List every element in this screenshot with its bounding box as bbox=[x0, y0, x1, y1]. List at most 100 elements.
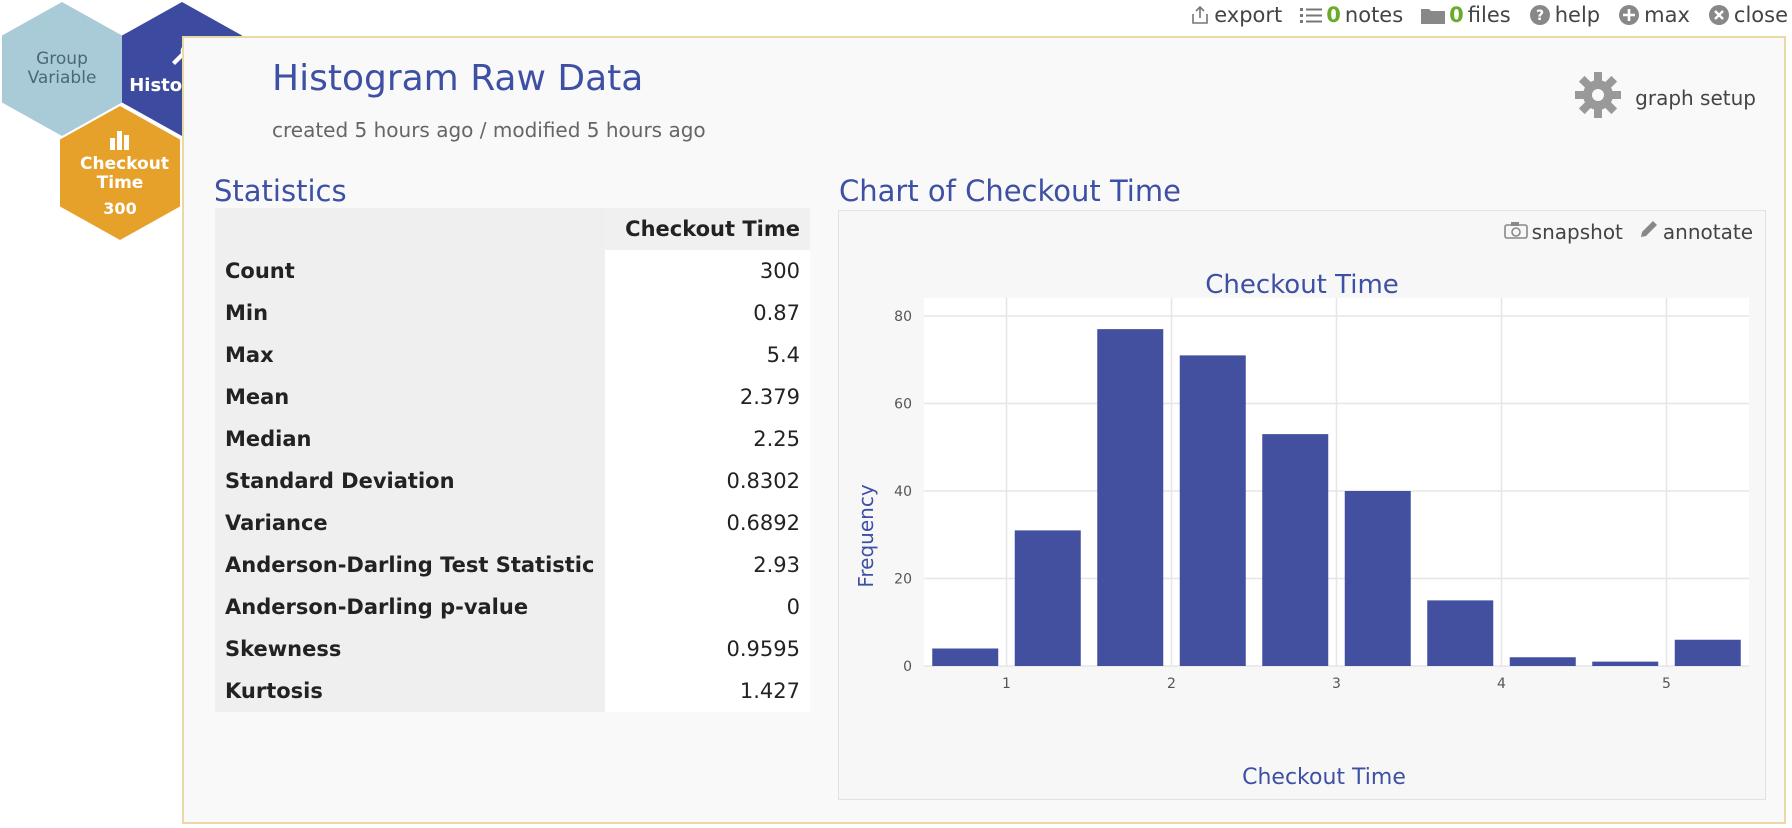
chart-container: Checkout Time Checkout Time Frequency 0 2… bbox=[838, 210, 1766, 800]
y-tick-label: 0 bbox=[903, 659, 912, 675]
histogram-chart: Checkout Time Checkout Time Frequency 0 2… bbox=[854, 270, 1749, 790]
table-header-row: Checkout Time bbox=[215, 208, 810, 250]
files-label: files bbox=[1467, 3, 1511, 27]
stat-label: Mean bbox=[215, 376, 605, 418]
stat-value: 0.8302 bbox=[605, 460, 810, 502]
stat-label: Count bbox=[215, 250, 605, 292]
histogram-bar[interactable] bbox=[1014, 530, 1081, 666]
page-meta: created 5 hours ago / modified 5 hours a… bbox=[272, 118, 706, 142]
x-tick-label: 2 bbox=[1167, 676, 1176, 692]
y-tick-label: 40 bbox=[894, 484, 912, 500]
max-button[interactable]: max bbox=[1618, 3, 1690, 27]
x-tick-label: 3 bbox=[1332, 676, 1341, 692]
export-button[interactable]: export bbox=[1190, 3, 1282, 27]
stat-value: 2.93 bbox=[605, 544, 810, 586]
plus-circle-icon bbox=[1618, 4, 1640, 26]
stat-label: Anderson-Darling Test Statistic bbox=[215, 544, 605, 586]
stat-value: 5.4 bbox=[605, 334, 810, 376]
histogram-bar[interactable] bbox=[1674, 639, 1741, 666]
table-row: Count 300 bbox=[215, 250, 810, 292]
close-label: close bbox=[1733, 3, 1788, 27]
stat-value: 300 bbox=[605, 250, 810, 292]
histogram-bar[interactable] bbox=[1427, 600, 1494, 666]
table-row: Median 2.25 bbox=[215, 418, 810, 460]
export-icon bbox=[1190, 5, 1210, 25]
statistics-body: Count 300 Min 0.87 Max 5.4 Mean 2.379 Median 2.25… bbox=[215, 250, 810, 712]
hex-checkout-time-label: Checkout Time bbox=[80, 154, 169, 193]
histogram-bar[interactable] bbox=[1262, 434, 1329, 666]
chart-ticks: 0 20 40 60 80 1 2 3 4 5 bbox=[894, 309, 1671, 692]
table-row: Anderson-Darling Test Statistic 2.93 bbox=[215, 544, 810, 586]
histogram-bar[interactable] bbox=[1592, 661, 1659, 666]
chart-bars bbox=[932, 329, 1741, 666]
help-icon: ? bbox=[1529, 4, 1551, 26]
table-row: Standard Deviation 0.8302 bbox=[215, 460, 810, 502]
snapshot-label: snapshot bbox=[1531, 219, 1623, 244]
histogram-bar[interactable] bbox=[1179, 355, 1246, 666]
stat-label: Max bbox=[215, 334, 605, 376]
statistics-table: Checkout Time Count 300 Min 0.87 Max 5.4 Mean 2… bbox=[215, 208, 810, 712]
stat-value: 0 bbox=[605, 586, 810, 628]
notes-button[interactable]: 0 notes bbox=[1300, 3, 1403, 27]
histogram-bar[interactable] bbox=[1097, 329, 1164, 666]
histogram-bar[interactable] bbox=[1344, 491, 1411, 666]
x-tick-label: 4 bbox=[1497, 676, 1506, 692]
stat-value: 2.25 bbox=[605, 418, 810, 460]
help-button[interactable]: ? help bbox=[1529, 3, 1600, 27]
stat-label: Anderson-Darling p-value bbox=[215, 586, 605, 628]
close-button[interactable]: close bbox=[1708, 3, 1788, 27]
chart-tools: snapshot annotate bbox=[1503, 219, 1753, 244]
graph-setup-button[interactable]: graph setup bbox=[1573, 70, 1756, 125]
files-button[interactable]: 0 files bbox=[1421, 3, 1511, 27]
x-axis-label: Checkout Time bbox=[1242, 765, 1406, 790]
y-tick-label: 60 bbox=[894, 397, 912, 413]
hex-group-variable-label: Group Variable bbox=[27, 49, 97, 88]
histogram-bar[interactable] bbox=[1509, 657, 1576, 666]
export-label: export bbox=[1214, 3, 1283, 27]
table-row: Kurtosis 1.427 bbox=[215, 670, 810, 712]
chart-title: Checkout Time bbox=[1205, 270, 1399, 300]
column-header: Checkout Time bbox=[605, 208, 810, 250]
stat-label: Kurtosis bbox=[215, 670, 605, 712]
stat-value: 0.6892 bbox=[605, 502, 810, 544]
hex-group-variable[interactable]: Group Variable bbox=[2, 2, 122, 136]
table-row: Max 5.4 bbox=[215, 334, 810, 376]
table-header-blank bbox=[215, 208, 605, 250]
table-row: Variance 0.6892 bbox=[215, 502, 810, 544]
notes-count: 0 bbox=[1326, 3, 1341, 27]
statistics-title: Statistics bbox=[214, 174, 347, 208]
stat-value: 0.9595 bbox=[605, 628, 810, 670]
svg-text:?: ? bbox=[1536, 8, 1544, 24]
bar-chart-icon bbox=[107, 128, 133, 155]
notes-label: notes bbox=[1344, 3, 1404, 27]
x-tick-label: 1 bbox=[1002, 676, 1011, 692]
histogram-bar[interactable] bbox=[932, 648, 999, 667]
stat-value: 1.427 bbox=[605, 670, 810, 712]
max-label: max bbox=[1644, 3, 1690, 27]
snapshot-button[interactable]: snapshot bbox=[1503, 219, 1623, 244]
stat-value: 2.379 bbox=[605, 376, 810, 418]
hex-count-badge: 300 bbox=[103, 199, 137, 218]
stat-label: Variance bbox=[215, 502, 605, 544]
list-icon bbox=[1300, 6, 1323, 24]
y-tick-label: 20 bbox=[894, 572, 912, 588]
stat-value: 0.87 bbox=[605, 292, 810, 334]
stat-label: Min bbox=[215, 292, 605, 334]
annotate-label: annotate bbox=[1662, 219, 1753, 244]
top-toolbar: export 0 notes 0 files ? help max close bbox=[1190, 0, 1788, 30]
main-panel: Histogram Raw Data created 5 hours ago /… bbox=[182, 36, 1786, 824]
chart-heading: Chart of Checkout Time bbox=[839, 174, 1181, 208]
graph-setup-label: graph setup bbox=[1635, 85, 1756, 110]
table-row: Skewness 0.9595 bbox=[215, 628, 810, 670]
x-tick-label: 5 bbox=[1662, 676, 1671, 692]
y-axis-label: Frequency bbox=[854, 484, 878, 587]
camera-icon bbox=[1503, 220, 1528, 244]
help-label: help bbox=[1554, 3, 1601, 27]
pencil-icon bbox=[1639, 219, 1659, 244]
annotate-button[interactable]: annotate bbox=[1639, 219, 1753, 244]
table-row: Anderson-Darling p-value 0 bbox=[215, 586, 810, 628]
folder-icon bbox=[1421, 6, 1446, 24]
table-row: Min 0.87 bbox=[215, 292, 810, 334]
stat-label: Median bbox=[215, 418, 605, 460]
gear-icon bbox=[1573, 70, 1623, 125]
